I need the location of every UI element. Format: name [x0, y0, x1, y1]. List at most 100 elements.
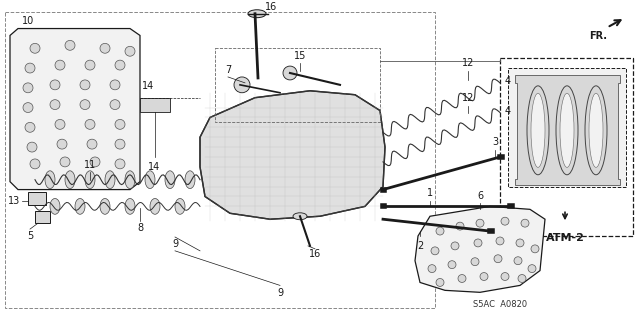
Circle shape	[501, 217, 509, 225]
Bar	[5, 12, 435, 308]
Circle shape	[80, 100, 90, 109]
Text: 5: 5	[27, 231, 33, 241]
Circle shape	[528, 265, 536, 272]
Circle shape	[531, 245, 539, 253]
Circle shape	[55, 119, 65, 129]
Polygon shape	[415, 206, 545, 292]
Text: 8: 8	[137, 223, 143, 233]
Bar	[28, 191, 46, 205]
Text: 10: 10	[22, 16, 35, 26]
Circle shape	[501, 272, 509, 280]
Ellipse shape	[125, 171, 135, 189]
Circle shape	[87, 139, 97, 149]
Circle shape	[456, 222, 464, 230]
Text: 14: 14	[148, 162, 160, 172]
Ellipse shape	[556, 86, 578, 175]
Text: 1: 1	[427, 189, 433, 198]
Bar	[508, 68, 626, 187]
Circle shape	[85, 60, 95, 70]
Text: 13: 13	[8, 197, 20, 206]
Text: 16: 16	[265, 2, 277, 12]
Text: 6: 6	[477, 191, 483, 201]
Bar	[500, 58, 633, 236]
Circle shape	[518, 275, 526, 282]
Text: 4: 4	[505, 76, 511, 86]
Circle shape	[283, 66, 297, 80]
Circle shape	[57, 139, 67, 149]
Circle shape	[428, 265, 436, 272]
Ellipse shape	[85, 171, 95, 189]
Ellipse shape	[100, 198, 110, 214]
Circle shape	[436, 278, 444, 286]
Circle shape	[50, 80, 60, 90]
Circle shape	[85, 119, 95, 129]
Circle shape	[125, 46, 135, 56]
Ellipse shape	[531, 93, 545, 167]
Circle shape	[55, 60, 65, 70]
Ellipse shape	[65, 171, 75, 189]
Polygon shape	[515, 75, 620, 185]
Text: 4: 4	[505, 106, 511, 115]
Circle shape	[476, 219, 484, 227]
Text: 15: 15	[294, 51, 306, 61]
Ellipse shape	[293, 213, 307, 220]
Circle shape	[50, 100, 60, 109]
Circle shape	[110, 100, 120, 109]
Circle shape	[110, 80, 120, 90]
Bar	[35, 211, 50, 223]
Ellipse shape	[560, 93, 574, 167]
Circle shape	[115, 139, 125, 149]
Text: 12: 12	[462, 93, 474, 103]
Ellipse shape	[125, 198, 135, 214]
Circle shape	[80, 80, 90, 90]
Ellipse shape	[175, 198, 185, 214]
Circle shape	[23, 103, 33, 113]
Circle shape	[234, 77, 250, 93]
Circle shape	[480, 272, 488, 280]
Ellipse shape	[185, 171, 195, 189]
Circle shape	[23, 83, 33, 93]
Text: 2: 2	[417, 241, 423, 251]
Ellipse shape	[589, 93, 603, 167]
Circle shape	[431, 247, 439, 255]
Text: 11: 11	[84, 160, 96, 170]
Ellipse shape	[105, 171, 115, 189]
Circle shape	[514, 257, 522, 265]
Circle shape	[471, 258, 479, 266]
Ellipse shape	[75, 198, 85, 214]
Text: ATM-2: ATM-2	[545, 233, 584, 243]
Text: 9: 9	[277, 288, 283, 298]
Text: 16: 16	[309, 249, 321, 259]
FancyBboxPatch shape	[140, 98, 170, 112]
Ellipse shape	[527, 86, 549, 175]
Circle shape	[90, 157, 100, 167]
Circle shape	[521, 219, 529, 227]
Ellipse shape	[50, 198, 60, 214]
Text: 12: 12	[462, 58, 474, 68]
Text: 3: 3	[492, 137, 498, 147]
Circle shape	[27, 142, 37, 152]
Circle shape	[436, 227, 444, 235]
Circle shape	[30, 159, 40, 169]
Circle shape	[115, 119, 125, 129]
Circle shape	[496, 237, 504, 245]
Circle shape	[25, 63, 35, 73]
Ellipse shape	[248, 10, 266, 18]
Text: 9: 9	[172, 239, 178, 249]
Circle shape	[448, 261, 456, 269]
Ellipse shape	[145, 171, 155, 189]
Text: 14: 14	[142, 81, 154, 91]
Circle shape	[115, 60, 125, 70]
Circle shape	[100, 43, 110, 53]
Text: FR.: FR.	[589, 31, 607, 41]
Ellipse shape	[165, 171, 175, 189]
Ellipse shape	[150, 198, 160, 214]
Bar	[215, 48, 380, 122]
Ellipse shape	[585, 86, 607, 175]
Circle shape	[60, 157, 70, 167]
Circle shape	[115, 159, 125, 169]
Circle shape	[451, 242, 459, 250]
Circle shape	[474, 239, 482, 247]
Text: 7: 7	[225, 65, 231, 75]
Circle shape	[65, 41, 75, 50]
